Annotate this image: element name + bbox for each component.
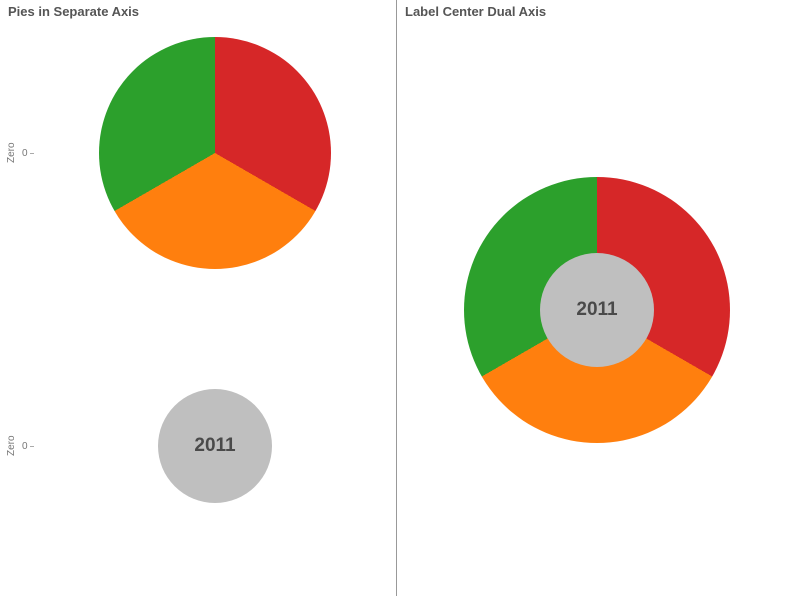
axis-label-zero-top: Zero [6,142,17,163]
pie-bottom-label: 2011 [158,389,272,503]
tick-label-bottom: 0 [22,441,28,452]
tick-label-top: 0 [22,148,28,159]
pie-chart-top [99,37,331,269]
right-panel-title: Label Center Dual Axis [405,4,546,19]
left-panel-title: Pies in Separate Axis [8,4,139,19]
right-panel: Label Center Dual Axis 2011 [397,0,794,596]
tick-mark-top [30,153,34,154]
tick-mark-bottom [30,446,34,447]
axis-label-zero-bottom: Zero [6,435,17,456]
chart-container: Pies in Separate Axis Zero Zero 0 0 2011… [0,0,794,596]
left-panel: Pies in Separate Axis Zero Zero 0 0 2011 [0,0,397,596]
donut-center-label: 2011 [540,253,654,367]
